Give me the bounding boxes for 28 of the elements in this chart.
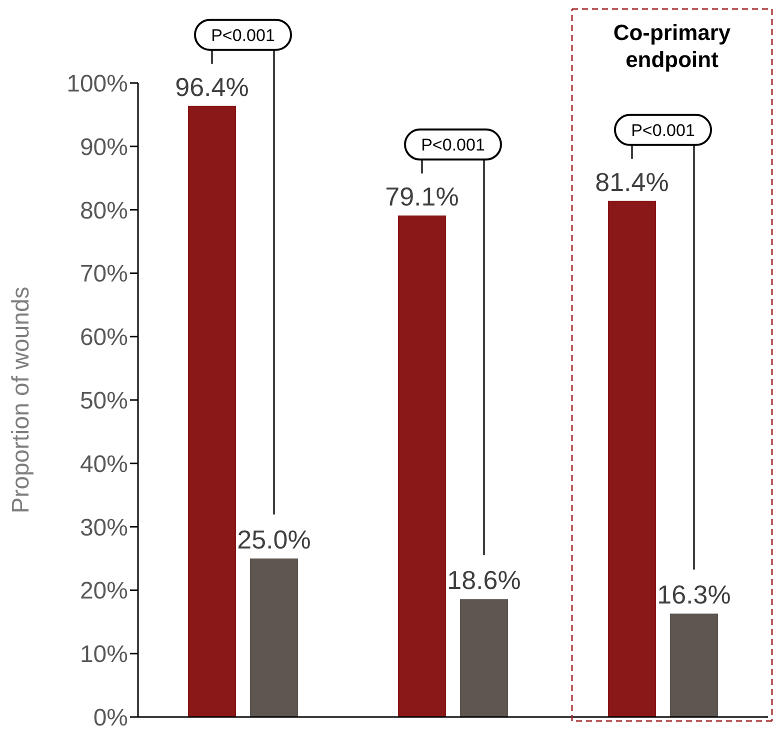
y-tick-label: 90%	[80, 134, 128, 161]
y-tick-label: 50%	[80, 388, 128, 415]
y-axis-title: Proportion of wounds	[8, 286, 35, 514]
bar	[188, 106, 236, 717]
text: P<0.001	[211, 26, 275, 45]
y-tick-label: 40%	[80, 450, 128, 478]
data-label: 16.3%	[657, 580, 731, 610]
data-label: 96.4%	[175, 72, 249, 102]
data-label: 25.0%	[237, 524, 311, 554]
bar	[608, 200, 656, 717]
y-tick-label: 70%	[80, 260, 128, 288]
bar	[670, 614, 718, 717]
data-label: 81.4%	[595, 166, 669, 197]
y-tick-label: 60%	[80, 324, 128, 352]
bar	[460, 599, 508, 717]
bar	[398, 216, 446, 717]
y-tick-label: 30%	[80, 514, 128, 542]
annotation: P<0.001	[421, 136, 485, 155]
y-tick-label: 0%	[93, 704, 128, 732]
y-tick-label: 100%	[66, 70, 128, 98]
y-tick-label: 10%	[80, 641, 128, 668]
annotation: P<0.001	[631, 120, 695, 140]
data-label: 18.6%	[447, 565, 521, 596]
y-tick-label: 20%	[80, 578, 128, 605]
bar	[250, 558, 298, 717]
data-label: 79.1%	[385, 182, 459, 212]
text: Co-primary endpoint	[613, 20, 732, 72]
y-tick-label: 80%	[80, 197, 128, 224]
